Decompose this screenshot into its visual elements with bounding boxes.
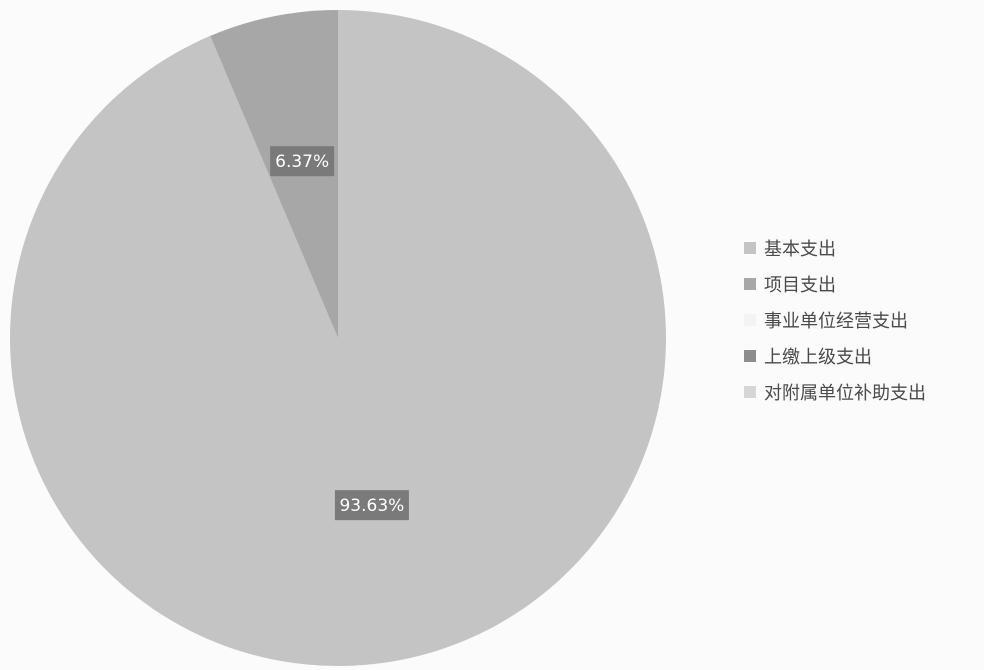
- legend-label: 基本支出: [764, 239, 836, 260]
- pie-slices: [9, 10, 666, 666]
- legend-item: 对附属单位补助支出: [744, 374, 980, 410]
- legend-swatch: [744, 314, 756, 326]
- legend-item: 基本支出: [744, 230, 980, 266]
- legend-label: 上缴上级支出: [764, 347, 872, 368]
- data-label-box: [270, 146, 335, 177]
- data-label-box: [334, 490, 409, 521]
- data-label-text: 6.37%: [275, 152, 329, 172]
- legend-swatch: [744, 386, 756, 398]
- legend-swatch: [744, 242, 756, 254]
- data-label: 93.63%: [334, 490, 409, 521]
- data-label-text: 93.63%: [339, 496, 404, 516]
- legend-label: 项目支出: [764, 275, 836, 296]
- data-label: 6.37%: [270, 146, 335, 177]
- legend-swatch: [744, 350, 756, 362]
- legend-item: 事业单位经营支出: [744, 302, 980, 338]
- pie-data-labels: 93.63% 6.37%: [270, 146, 409, 521]
- legend-label: 对附属单位补助支出: [764, 383, 926, 404]
- legend-label: 事业单位经营支出: [764, 311, 908, 332]
- legend-item: 项目支出: [744, 266, 980, 302]
- legend-item: 上缴上级支出: [744, 338, 980, 374]
- chart-legend: 基本支出 项目支出 事业单位经营支出 上缴上级支出 对附属单位补助支出: [744, 230, 980, 410]
- pie-slice: [9, 10, 666, 666]
- legend-swatch: [744, 278, 756, 290]
